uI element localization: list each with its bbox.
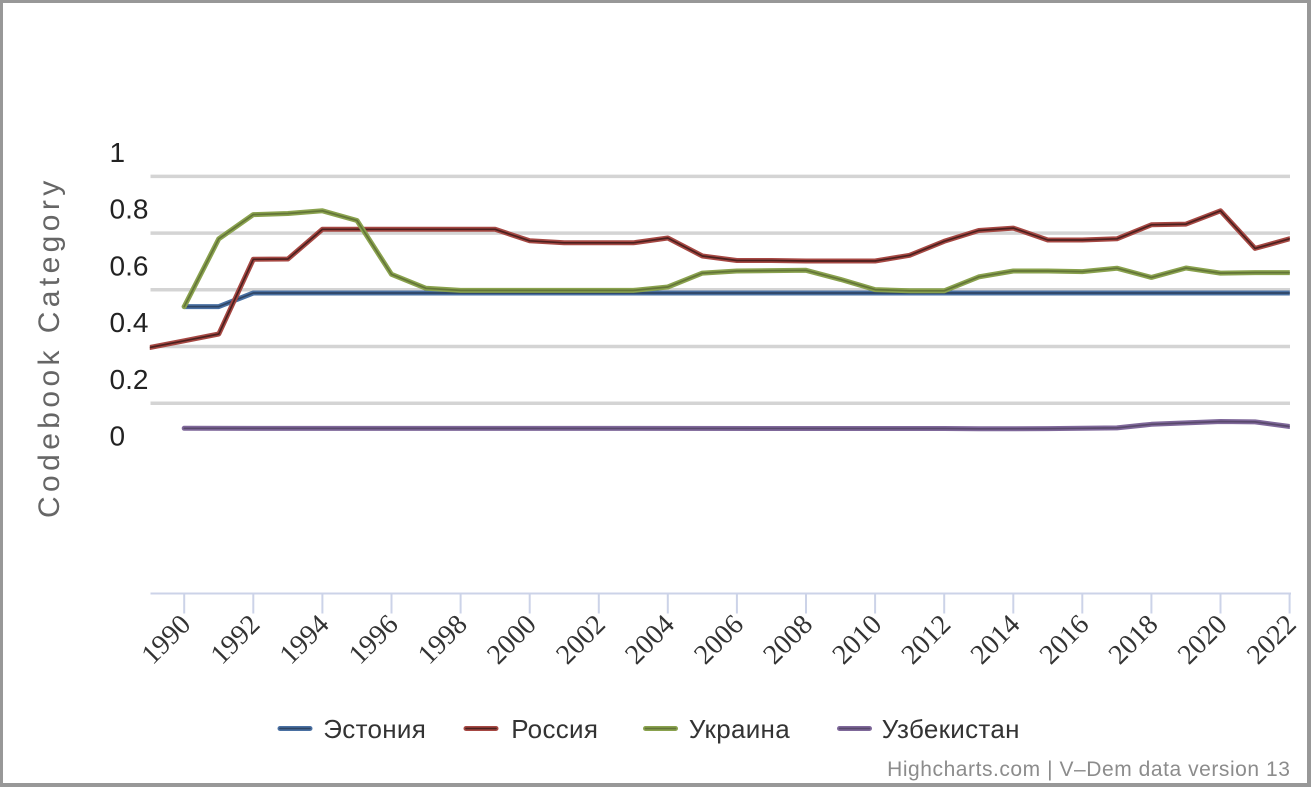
svg-text:0.6: 0.6	[110, 250, 149, 281]
svg-text:Россия: Россия	[511, 714, 598, 744]
svg-text:0.4: 0.4	[110, 307, 149, 338]
svg-text:Codebook Category: Codebook Category	[33, 176, 66, 518]
svg-text:Highcharts.com | V–Dem data ve: Highcharts.com | V–Dem data version 13	[887, 758, 1290, 781]
svg-text:0.2: 0.2	[110, 364, 149, 395]
svg-text:0.8: 0.8	[110, 194, 149, 225]
svg-text:0: 0	[110, 421, 126, 452]
svg-text:Эстония: Эстония	[323, 714, 426, 744]
svg-text:Узбекистан: Узбекистан	[882, 714, 1020, 744]
svg-text:Украина: Украина	[689, 714, 790, 744]
svg-text:1: 1	[110, 137, 126, 168]
